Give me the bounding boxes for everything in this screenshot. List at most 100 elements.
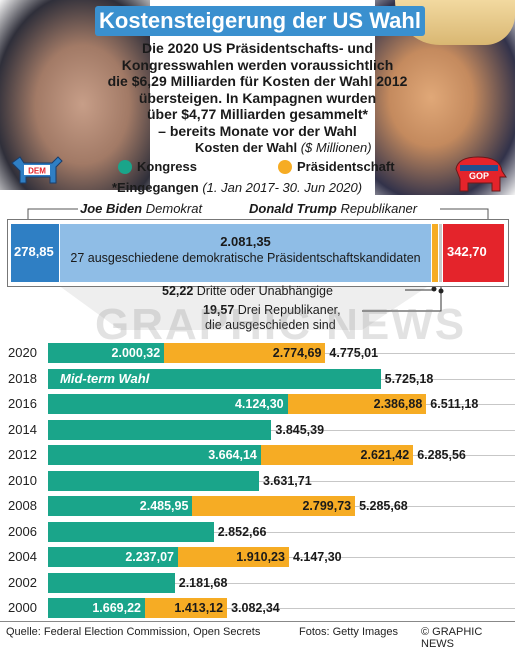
intro-text: Die 2020 US Präsidentschafts- und Kongre…	[105, 40, 410, 139]
biden-name: Joe Biden	[80, 201, 143, 216]
trump-party: Republikaner	[340, 201, 418, 216]
total-value-label: 6.285,56	[417, 448, 466, 462]
congress-bar	[48, 445, 261, 465]
total-value-label: 4.147,30	[292, 550, 342, 564]
year-label: 2018	[8, 370, 37, 386]
biden-value: 278,85	[14, 244, 54, 259]
year-label: 2020	[8, 345, 37, 360]
gridline	[48, 608, 515, 609]
legend-title-text: Kosten der Wahl	[195, 140, 298, 155]
biden-segment: 278,85	[11, 224, 59, 282]
total-value-label: 6.511,18	[430, 397, 479, 411]
legend-unit: ($ Millionen)	[300, 140, 372, 155]
intro-line: über $4,77 Milliarden gesammelt*	[147, 106, 368, 122]
dem-others-value: 2.081,35	[220, 234, 271, 249]
democrat-donkey-icon: DEM	[11, 156, 63, 184]
footer-photos: Fotos: Getty Images	[299, 626, 399, 638]
congress-bar	[48, 521, 214, 542]
breakdown-connectors	[27, 208, 489, 330]
received-label: *Eingegangen	[112, 180, 199, 195]
third-party-label: Dritte oder Unabhängige	[196, 284, 333, 298]
congress-bar	[48, 394, 288, 414]
intro-line: – bereits Monate vor der Wahl	[158, 122, 357, 139]
third-party-note: 52,22 Dritte oder Unabhängige	[162, 284, 333, 298]
rep-others-note: 19,57 Drei Republikaner,	[203, 303, 341, 317]
congress-bar	[48, 598, 145, 618]
legend-congress-swatch	[118, 160, 132, 174]
president-value-label: 2.621,42	[360, 448, 410, 462]
president-bar	[260, 445, 414, 465]
congress-bar	[48, 470, 259, 491]
footer-copyright: © GRAPHIC NEWS	[421, 626, 483, 650]
third-party-segment	[432, 224, 438, 282]
gridline	[48, 480, 515, 482]
congress-value-label: 2.237,07	[125, 550, 174, 564]
year-label: 2016	[8, 396, 37, 411]
congress-bar	[48, 547, 178, 567]
third-party-value: 52,22	[162, 284, 194, 298]
congress-bar	[48, 496, 193, 516]
trump-segment: 342,70	[443, 224, 504, 282]
rep-others-segment	[439, 224, 442, 282]
congress-bar	[48, 343, 165, 363]
rep-logo-text: GOP	[469, 171, 489, 181]
breakdown-funnel	[58, 285, 430, 330]
received-note: *Eingegangen (1. Jan 2017- 30. Jun 2020)	[112, 180, 362, 195]
president-value-label: 2.386,88	[373, 397, 423, 411]
midterm-annotation: Mid-term Wahl	[60, 370, 150, 386]
year-label: 2002	[8, 574, 37, 590]
total-value-label: 5.725,18	[384, 371, 434, 386]
president-value-label: 2.799,73	[302, 499, 352, 513]
congress-bar	[48, 368, 381, 389]
rep-others-label-2: die ausgeschieden sind	[205, 318, 336, 332]
legend-congress-label: Kongress	[137, 159, 197, 174]
received-range: (1. Jan 2017- 30. Jun 2020)	[202, 180, 363, 195]
total-value-label: 2.181,68	[178, 575, 228, 590]
congress-value-label: 4.124,30	[234, 397, 284, 411]
biden-label: Joe Biden Demokrat	[80, 201, 202, 216]
intro-line: die $6,29 Milliarden für Kosten der Wahl…	[107, 73, 408, 89]
biden-party: Demokrat	[145, 201, 203, 216]
trump-name: Donald Trump	[249, 201, 337, 216]
total-value-label: 3.631,71	[263, 473, 312, 488]
president-bar	[192, 496, 356, 516]
year-label: 2012	[8, 447, 37, 462]
republican-elephant-icon: GOP	[455, 156, 507, 192]
total-value-label: 2.852,66	[217, 524, 267, 539]
total-value-label: 3.082,34	[231, 601, 280, 615]
congress-bar	[48, 572, 175, 593]
congress-value-label: 2.000,32	[111, 346, 161, 360]
footer-source: Quelle: Federal Election Commission, Ope…	[6, 626, 261, 638]
year-label: 2014	[8, 421, 37, 437]
president-value-label: 1.910,23	[236, 550, 285, 564]
dem-logo-text: DEM	[28, 167, 46, 176]
congress-value-label: 3.664,14	[208, 448, 257, 462]
presidential-breakdown-bar: 278,85 2.081,35 27 ausgeschiedene demokr…	[7, 219, 509, 287]
intro-line: übersteigen. In Kampagnen wurden	[138, 89, 377, 106]
total-value-label: 3.845,39	[275, 422, 325, 437]
congress-value-label: 1.669,22	[92, 601, 141, 615]
trump-label: Donald Trump Republikaner	[249, 201, 417, 216]
president-bar	[144, 598, 228, 618]
intro-line: Die 2020 US Präsidentschafts- und	[141, 40, 374, 56]
year-label: 2010	[8, 472, 37, 488]
president-value-label: 2.774,69	[272, 346, 322, 360]
intro-line: Kongresswahlen werden voraussichtlich	[121, 56, 394, 73]
president-value-label: 1.413,12	[174, 601, 224, 615]
legend-president-label: Präsidentschaft	[297, 159, 395, 174]
gridline	[48, 429, 515, 431]
president-bar	[287, 394, 427, 414]
dem-others-label: 27 ausgeschiedene demokratische Präsiden…	[70, 251, 421, 265]
dem-others-segment: 2.081,35 27 ausgeschiedene demokratische…	[60, 224, 431, 282]
total-value-label: 5.285,68	[359, 499, 408, 513]
footer-divider	[0, 621, 515, 622]
year-label: 2008	[8, 498, 37, 513]
rep-others-label-1: Drei Republikaner,	[237, 303, 341, 317]
gridline	[48, 582, 515, 584]
rep-others-value: 19,57	[203, 303, 235, 317]
page-title: Kostensteigerung der US Wahl	[95, 6, 425, 36]
year-label: 2004	[8, 549, 37, 564]
congress-value-label: 2.485,95	[139, 499, 189, 513]
legend-president-swatch	[278, 160, 292, 174]
president-bar	[164, 343, 326, 363]
